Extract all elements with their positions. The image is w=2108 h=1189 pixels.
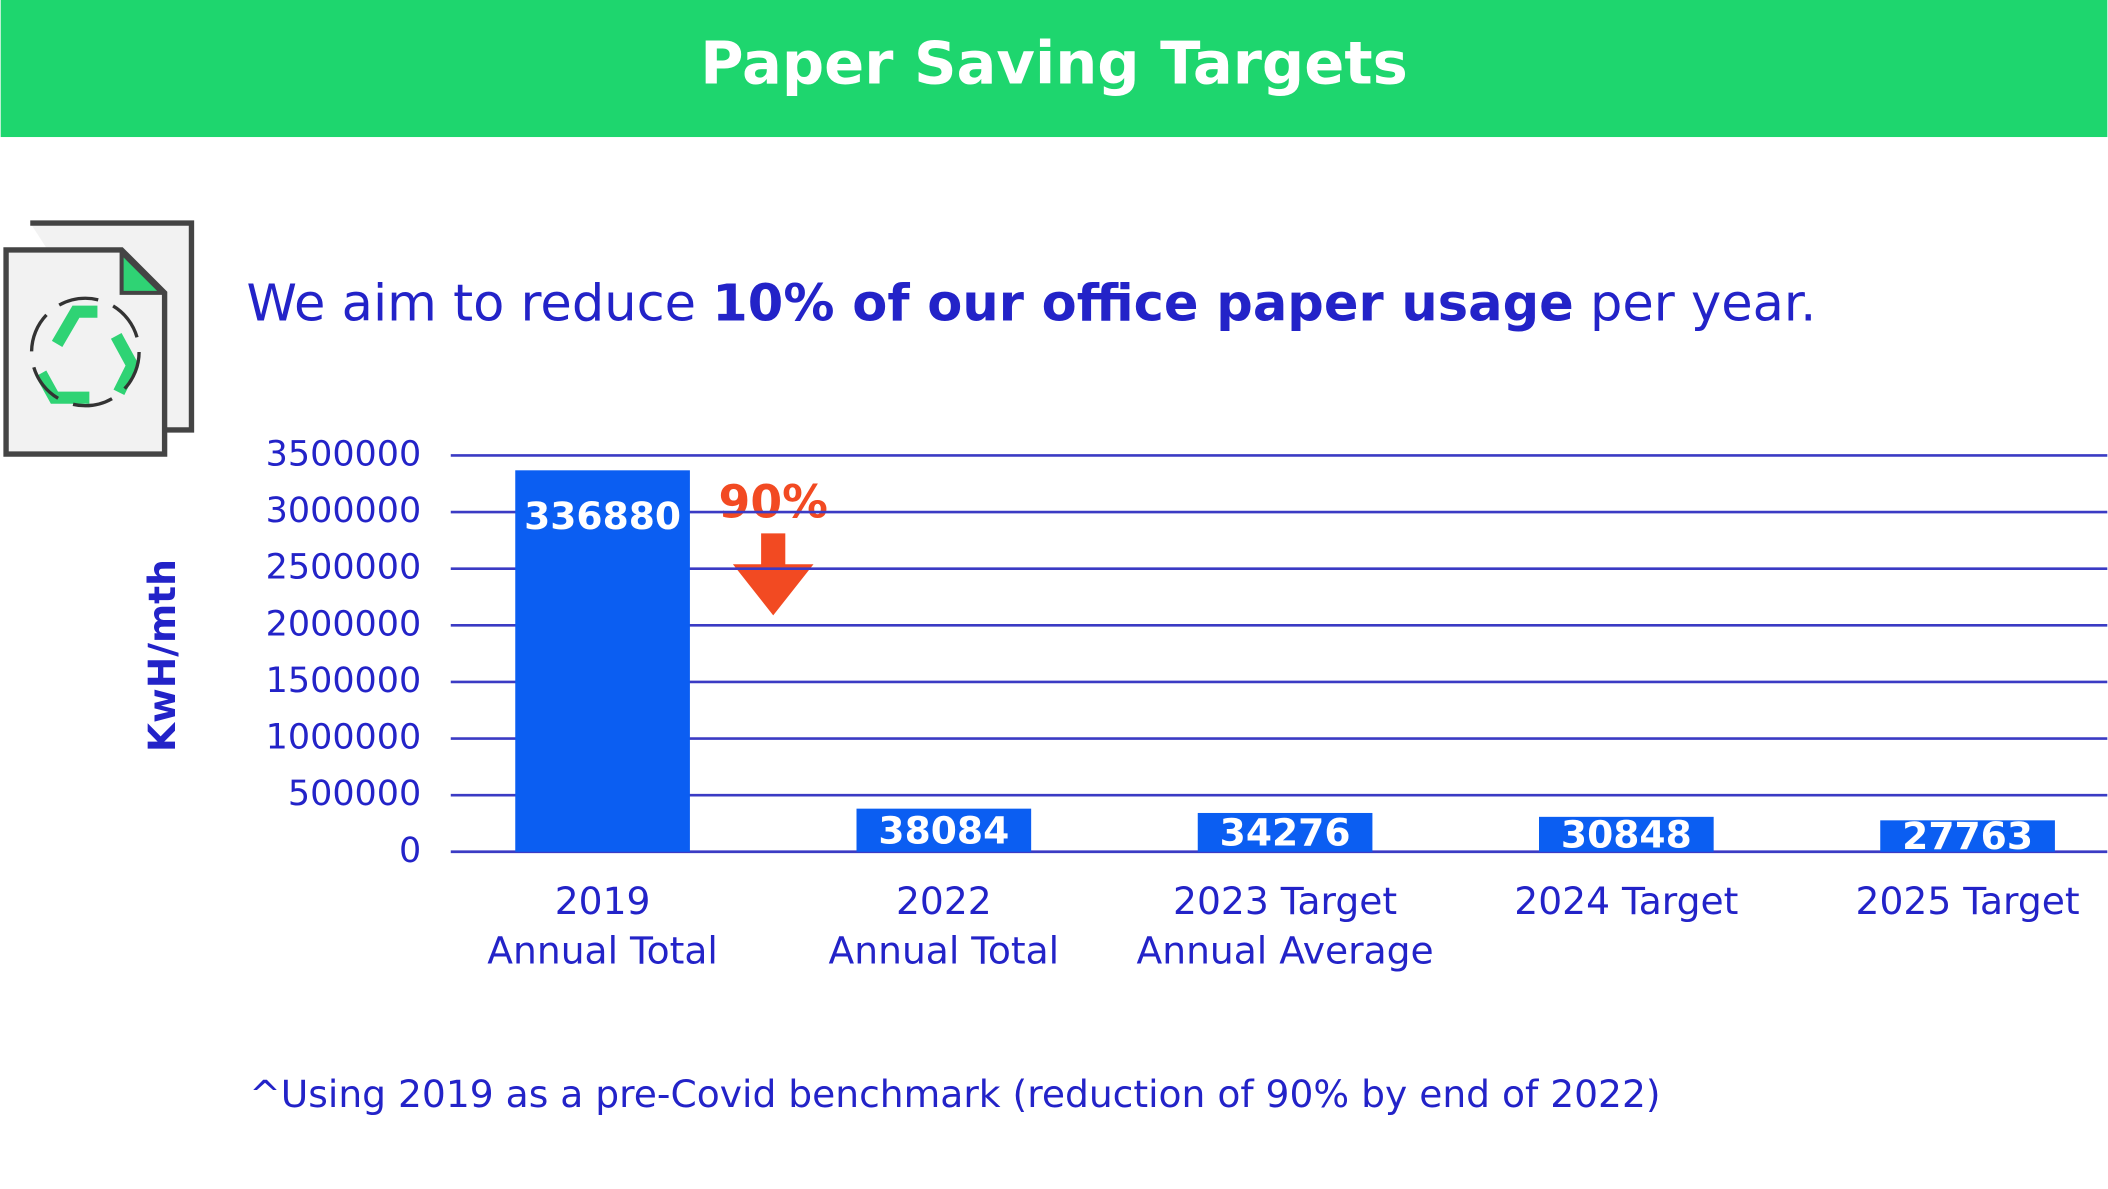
chart-title: Paper Saving Targets	[700, 28, 1408, 97]
x-tick-label: 2025 Target	[1856, 878, 2080, 922]
value-label: 27763	[1902, 814, 2033, 858]
value-label: 38084	[878, 808, 1009, 852]
recycle-icon	[3, 220, 195, 457]
x-tick-line: Annual Total	[487, 928, 718, 972]
x-tick-line: 2025 Target	[1856, 878, 2080, 922]
header-bar	[0, 0, 2108, 138]
y-tick-label: 1000000	[266, 718, 422, 758]
y-tick-label: 3000000	[266, 491, 422, 531]
bar	[856, 808, 1032, 852]
x-tick-label: 2019 Annual Total	[487, 878, 718, 972]
x-tick-label: 2022 Annual Total	[829, 878, 1060, 972]
y-tick-label: 3500000	[266, 434, 422, 474]
value-label: 30848	[1561, 813, 1692, 857]
x-tick-line: Annual Total	[829, 928, 1060, 972]
x-tick-label: 2024 Target	[1514, 878, 1738, 922]
subtitle: We aim to reduce 10% of our office paper…	[247, 274, 1817, 333]
bar	[515, 470, 690, 852]
y-axis-label: KwH/mth	[140, 559, 184, 752]
value-label: 34276	[1220, 811, 1351, 855]
footnote: ^Using 2019 as a pre-Covid benchmark (re…	[249, 1072, 1660, 1116]
bar	[1880, 820, 2055, 852]
y-tick-label: 2500000	[266, 548, 422, 588]
x-tick-line: 2024 Target	[1514, 878, 1738, 922]
subtitle-text: We aim to reduce	[247, 274, 713, 333]
x-tick-label: 2023 Target Annual Average	[1137, 878, 1434, 972]
y-tick-label: 500000	[288, 774, 421, 814]
y-tick-label: 1500000	[266, 661, 422, 701]
subtitle-text: per year.	[1574, 274, 1817, 333]
x-tick-line: Annual Average	[1137, 928, 1434, 972]
x-tick-line: 2022	[896, 878, 992, 922]
subtitle-bold: 10% of our office paper usage	[712, 274, 1573, 333]
y-tick-label: 2000000	[266, 604, 422, 644]
value-label: 336880	[524, 494, 681, 538]
bar	[1197, 812, 1373, 852]
x-tick-line: 2023 Target	[1173, 878, 1397, 922]
y-tick-label: 0	[399, 831, 421, 871]
down-arrow	[732, 533, 814, 616]
annotation: 90%	[719, 476, 828, 529]
bar	[1539, 816, 1714, 852]
x-tick-line: 2019	[555, 878, 651, 922]
